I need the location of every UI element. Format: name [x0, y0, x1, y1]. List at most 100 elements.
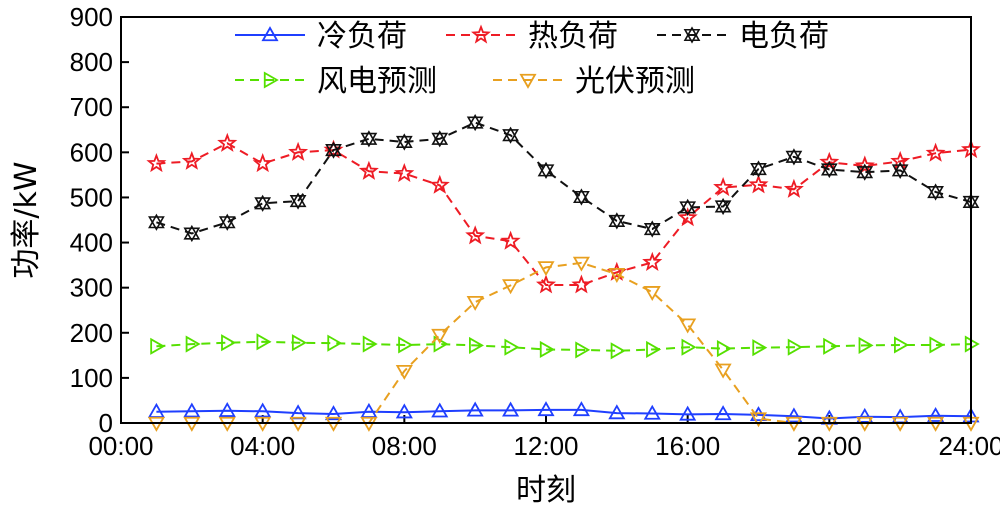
data-point — [646, 340, 662, 359]
data-point — [256, 333, 272, 351]
y-tick-label: 700 — [70, 92, 113, 122]
data-point — [785, 407, 803, 423]
data-point — [148, 213, 165, 231]
x-tick-label: 12:00 — [513, 431, 578, 461]
data-point — [572, 256, 590, 272]
data-point — [854, 155, 875, 175]
data-point — [820, 160, 838, 179]
data-point — [858, 336, 874, 354]
data-point — [362, 335, 378, 353]
data-point — [431, 402, 449, 418]
data-point — [394, 162, 415, 183]
y-tick-label: 0 — [99, 408, 113, 438]
data-point — [466, 295, 484, 311]
data-point — [535, 274, 557, 294]
data-point — [714, 405, 732, 421]
data-point — [185, 335, 201, 353]
x-tick-label: 08:00 — [372, 431, 437, 461]
data-point — [713, 176, 734, 197]
data-point — [500, 230, 521, 250]
y-tick-label: 100 — [70, 363, 113, 393]
data-point — [395, 133, 413, 151]
legend-label: 光伏预测 — [575, 64, 695, 99]
data-point — [783, 178, 804, 198]
data-point — [221, 334, 237, 352]
x-axis-title: 时刻 — [516, 473, 576, 508]
x-tick-label: 20:00 — [797, 431, 862, 461]
data-point — [856, 163, 874, 181]
data-point — [183, 224, 201, 243]
data-point — [502, 279, 520, 295]
y-tick-label: 200 — [70, 318, 113, 348]
data-point — [642, 251, 663, 271]
legend-marker — [263, 71, 279, 89]
legend-marker — [471, 24, 491, 44]
series-layer — [146, 113, 982, 432]
series-2 — [148, 113, 980, 243]
data-point — [643, 404, 661, 420]
data-point — [395, 403, 413, 419]
data-point — [466, 113, 484, 132]
data-point — [925, 142, 946, 162]
data-point — [360, 130, 378, 148]
data-point — [254, 194, 272, 212]
series-line — [156, 142, 972, 286]
data-point — [327, 334, 343, 352]
x-tick-label: 16:00 — [655, 431, 720, 461]
legend-label: 热负荷 — [528, 19, 618, 54]
data-point — [679, 405, 697, 421]
data-point — [573, 188, 590, 206]
data-point — [716, 340, 732, 358]
data-point — [608, 212, 626, 230]
data-point — [291, 334, 307, 352]
data-point — [289, 192, 307, 210]
data-point — [819, 151, 840, 171]
legend-entry: 热负荷 — [446, 19, 618, 54]
data-point — [431, 130, 449, 148]
data-point — [252, 153, 273, 173]
x-tick-label: 04:00 — [230, 431, 295, 461]
data-point — [537, 261, 555, 277]
data-point — [714, 363, 732, 379]
y-axis-title: 功率/kW — [9, 161, 44, 278]
data-point — [504, 338, 520, 356]
data-point — [502, 401, 520, 417]
data-point — [217, 132, 238, 152]
y-tick-label: 900 — [70, 2, 113, 32]
series-3 — [150, 333, 980, 360]
legend-label: 电负荷 — [739, 19, 829, 54]
data-point — [469, 336, 484, 354]
series-line — [156, 340, 972, 352]
data-point — [929, 336, 945, 354]
series-4 — [147, 256, 980, 432]
tick-labels: 0 100 200 300 400 500 600 700 800 900 00:00 04:00 08… — [70, 2, 1000, 461]
data-point — [218, 213, 236, 231]
y-tick-label: 300 — [70, 273, 113, 303]
data-point — [502, 126, 519, 144]
series-0 — [147, 401, 980, 425]
data-point — [714, 197, 732, 216]
data-point — [325, 141, 342, 159]
data-point — [643, 286, 661, 301]
data-point — [358, 160, 379, 180]
data-point — [681, 338, 697, 356]
legend-label: 风电预测 — [317, 64, 437, 99]
data-point — [748, 174, 769, 194]
data-point — [181, 150, 202, 170]
data-point — [927, 183, 944, 201]
data-point — [891, 161, 909, 179]
data-point — [750, 160, 767, 178]
legend-entry: 冷负荷 — [235, 19, 407, 54]
data-point — [785, 148, 803, 166]
data-point — [610, 342, 626, 360]
y-tick-label: 400 — [70, 228, 113, 258]
data-point — [150, 337, 166, 355]
data-point — [146, 153, 167, 173]
y-tick-label: 600 — [70, 137, 113, 167]
data-point — [539, 340, 555, 359]
data-point — [183, 402, 201, 418]
data-point — [431, 328, 449, 344]
data-point — [398, 336, 414, 354]
series-line — [156, 121, 972, 235]
